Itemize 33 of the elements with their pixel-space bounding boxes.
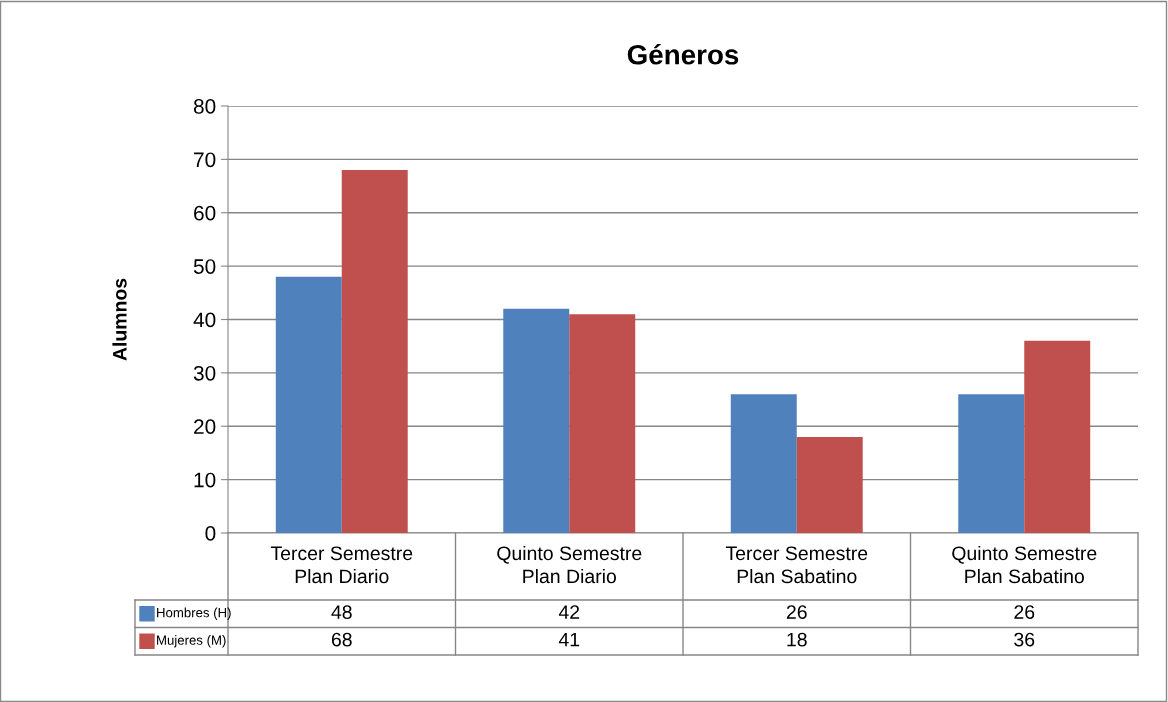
- chart-title: Géneros: [627, 43, 739, 65]
- bar: [275, 276, 342, 533]
- data-label: 48: [331, 605, 352, 619]
- data-label: 36: [1014, 632, 1035, 647]
- data-label: 41: [558, 632, 580, 647]
- bar: [569, 314, 636, 533]
- data-label: 42: [558, 605, 580, 619]
- bar: [796, 436, 863, 533]
- x-tick-label: Quinto Semestre Plan Diario: [497, 545, 642, 584]
- x-tick-label: Quinto Semestre Plan Sabatino: [952, 545, 1097, 584]
- legend-label: Hombres (H): [157, 607, 231, 620]
- bar: [958, 394, 1025, 533]
- data-label: 18: [787, 632, 807, 647]
- data-label: 26: [786, 605, 807, 619]
- bar: [341, 170, 408, 533]
- y-tick-label: 10: [194, 472, 216, 488]
- bar: [1024, 340, 1091, 533]
- y-tick-label: 70: [194, 152, 216, 168]
- y-tick-label: 60: [194, 205, 216, 221]
- y-axis-title: Alumnos: [112, 278, 127, 361]
- y-tick-label: 20: [194, 419, 216, 434]
- data-label: 26: [1014, 605, 1035, 619]
- data-label: 68: [331, 632, 352, 647]
- bar: [730, 394, 797, 533]
- y-tick-label: 50: [193, 259, 216, 274]
- y-tick-label: 40: [193, 312, 216, 328]
- y-tick-label: 30: [193, 365, 216, 381]
- x-tick-label: Tercer Semestre Plan Diario: [270, 546, 413, 584]
- x-tick-label: Tercer Semestre Plan Sabatino: [725, 546, 868, 584]
- legend-label: Mujeres (M): [157, 635, 226, 648]
- bar: [503, 308, 570, 533]
- y-tick-label: 0: [205, 526, 216, 541]
- y-tick-label: 80: [193, 99, 216, 114]
